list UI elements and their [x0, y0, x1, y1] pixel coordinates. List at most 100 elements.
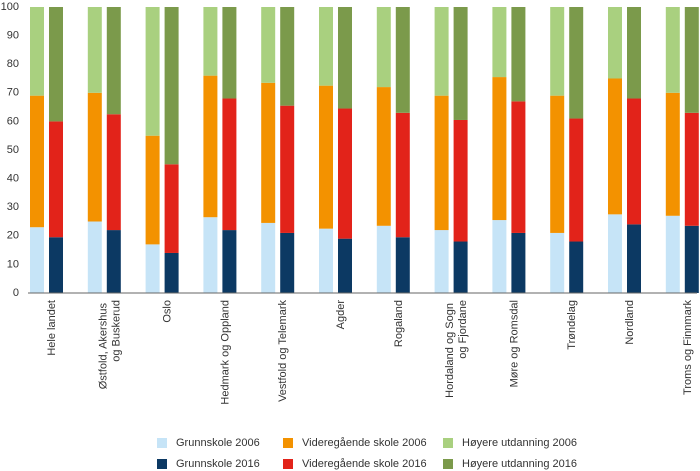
bar-segment — [376, 7, 391, 88]
bar-segment — [338, 238, 352, 293]
bar-segment — [338, 108, 352, 239]
x-tick-label: Hordaland og Sogn og Fjordane — [444, 300, 469, 398]
x-tick-label: Møre og Romsdal — [508, 300, 520, 387]
legend-swatch — [157, 438, 167, 448]
bar-segment — [434, 95, 449, 231]
x-tick-label: Agder — [335, 300, 347, 330]
x-tick-label: Hele landet — [46, 300, 58, 356]
bar-segment — [665, 92, 680, 216]
bar-segment — [30, 7, 44, 96]
bar-segment — [376, 87, 391, 226]
y-tick-label: 10 — [7, 258, 19, 270]
bar-segment — [280, 7, 295, 106]
bar-segment — [569, 241, 584, 293]
legend-swatch — [443, 459, 453, 469]
bar-segment — [511, 232, 526, 293]
bar-segment — [106, 230, 121, 293]
bar-segment — [280, 232, 295, 293]
bar-segment — [550, 95, 565, 233]
bar-segment — [453, 241, 468, 293]
bar-segment — [222, 230, 237, 293]
bar-segment — [145, 135, 160, 245]
x-tick-label: Trøndelag — [566, 300, 578, 350]
x-tick-label: Hedmark og Oppland — [219, 300, 231, 405]
y-tick-label: 0 — [13, 287, 19, 299]
bar-segment — [511, 101, 526, 233]
y-tick-label: 70 — [7, 87, 19, 99]
bar-segment — [319, 228, 333, 293]
legend-label: Grunnskole 2016 — [176, 458, 260, 470]
bar-segment — [569, 118, 584, 242]
bar-segment — [492, 220, 507, 293]
bar-segment — [627, 224, 641, 293]
bar-segment — [49, 237, 63, 293]
bar-segment — [106, 114, 121, 231]
bar-segment — [164, 7, 179, 165]
bar-segment — [106, 7, 121, 115]
legend-swatch — [157, 459, 167, 469]
bar-segment — [453, 119, 468, 242]
bar-segment — [608, 78, 622, 215]
legend-label: Høyere utdanning 2006 — [462, 437, 577, 449]
bar-segment — [550, 7, 565, 96]
bar-segment — [87, 221, 102, 293]
bar-segment — [684, 112, 699, 226]
y-tick-label: 50 — [7, 144, 19, 156]
bar-segment — [203, 75, 218, 218]
bar-segment — [434, 230, 449, 293]
bar-segment — [49, 7, 63, 122]
bar-segment — [87, 7, 102, 93]
x-tick-label: Oslo — [162, 300, 174, 323]
bar-segment — [87, 92, 102, 222]
bar-segment — [30, 95, 44, 228]
x-tick-label: Vestfold og Telemark — [277, 300, 289, 402]
legend-swatch — [283, 459, 293, 469]
y-tick-label: 40 — [7, 173, 19, 185]
bar-segment — [30, 227, 44, 293]
bar-segment — [376, 225, 391, 293]
bar-segment — [665, 7, 680, 93]
legend-label: Grunnskole 2006 — [176, 437, 260, 449]
legend-swatch — [283, 438, 293, 448]
legend-label: Høyere utdanning 2016 — [462, 458, 577, 470]
bar-segment — [453, 7, 468, 120]
bar-segment — [164, 252, 179, 293]
bar-segment — [492, 77, 507, 221]
y-tick-label: 80 — [7, 58, 19, 70]
bar-segment — [261, 222, 276, 293]
legend-label: Videregående skole 2016 — [302, 458, 427, 470]
bar-segment — [395, 112, 410, 238]
bar-segment — [434, 7, 449, 96]
bar-segment — [280, 105, 295, 233]
bar-segment — [203, 7, 218, 76]
bar-segment — [608, 7, 622, 79]
x-tick-label: Rogaland — [393, 300, 405, 347]
x-tick-label: Østfold, Akershus og Buskerud — [97, 300, 122, 389]
x-tick-label: Troms og Finnmark — [682, 300, 694, 395]
bar-segment — [550, 232, 565, 293]
bar-segment — [569, 7, 584, 119]
x-tick-label: Nordland — [624, 300, 636, 345]
bar-segment — [627, 98, 641, 225]
bar-segment — [203, 217, 218, 293]
bar-segment — [319, 7, 333, 86]
legend-label: Videregående skole 2006 — [302, 437, 427, 449]
y-tick-label: 20 — [7, 230, 19, 242]
bar-segment — [222, 7, 237, 99]
bar-segment — [627, 7, 641, 99]
y-tick-label: 100 — [1, 1, 19, 13]
bar-segment — [261, 7, 276, 83]
bar-segment — [684, 7, 699, 113]
bar-segment — [338, 7, 352, 109]
bar-segment — [511, 7, 526, 102]
y-tick-label: 90 — [7, 30, 19, 42]
bar-segment — [222, 98, 237, 231]
bar-segment — [145, 244, 160, 293]
y-tick-label: 60 — [7, 115, 19, 127]
bar-segment — [395, 237, 410, 293]
bar-segment — [492, 7, 507, 78]
bar-segment — [49, 121, 63, 238]
bar-segment — [608, 214, 622, 293]
legend-swatch — [443, 438, 453, 448]
